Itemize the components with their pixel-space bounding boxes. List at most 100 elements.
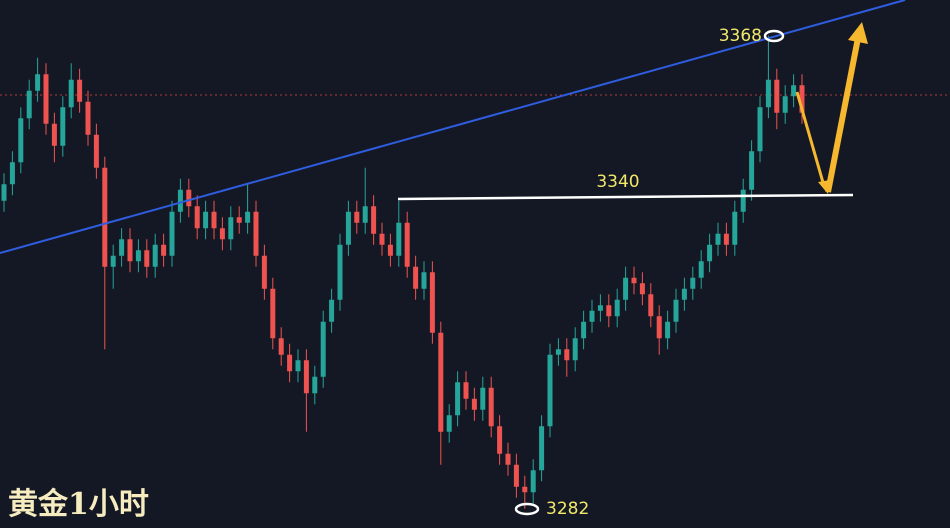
support-line — [397, 193, 854, 201]
candle-body — [749, 151, 755, 190]
forecast-arrows — [795, 22, 868, 194]
high-label: 3368 — [719, 26, 762, 46]
candle-body — [681, 288, 687, 300]
candle-body — [278, 338, 284, 355]
level-label: 3340 — [596, 172, 639, 192]
candle-body — [303, 360, 309, 394]
candle-body — [127, 239, 133, 262]
candle-body — [270, 288, 276, 339]
candle-body — [9, 162, 15, 185]
candle-body — [144, 250, 150, 267]
candle-body — [85, 101, 91, 135]
candle-body — [211, 211, 217, 229]
candle-body — [522, 486, 528, 493]
candle-body — [68, 79, 74, 108]
candle-body — [463, 382, 469, 399]
candle-body — [287, 354, 293, 372]
candle-body — [606, 305, 612, 317]
candle-body — [18, 118, 24, 163]
candle-body — [329, 299, 335, 322]
candle-body — [715, 233, 721, 245]
candle-body — [110, 255, 116, 267]
candle-body — [774, 79, 780, 113]
candle-body — [228, 217, 234, 240]
candle-body — [396, 222, 402, 256]
candle-body — [119, 239, 125, 256]
arrow-up — [825, 37, 861, 193]
candle-body — [723, 233, 729, 245]
candle-body — [169, 211, 175, 256]
candle-body — [564, 349, 570, 361]
candle-body — [572, 338, 578, 361]
candle-body — [623, 277, 629, 300]
candle-body — [421, 272, 427, 289]
candle-body — [656, 316, 662, 339]
candle-body — [690, 277, 696, 289]
candle-body — [438, 332, 444, 432]
candle-body — [429, 272, 435, 333]
candle-body — [177, 189, 183, 212]
candle-body — [337, 244, 343, 300]
candle-body — [194, 206, 200, 229]
candle-body — [471, 398, 477, 410]
candle-body — [43, 74, 49, 124]
candle-body — [1, 184, 7, 201]
candle-body — [186, 189, 192, 207]
low-label: 3282 — [546, 499, 589, 519]
candle-body — [236, 217, 242, 223]
candle-body — [35, 74, 41, 91]
candle-body — [497, 426, 503, 454]
candle-body — [597, 305, 603, 311]
candle-body — [547, 354, 553, 427]
candle-body — [77, 79, 83, 102]
candle-body — [413, 266, 419, 289]
candle-body — [446, 415, 452, 432]
candle-body — [261, 255, 267, 289]
candle-body — [51, 123, 57, 146]
candle-body — [614, 299, 620, 317]
candle-body — [245, 211, 251, 223]
candle-body — [93, 134, 99, 168]
candle-body — [539, 426, 545, 471]
candle-body — [455, 382, 461, 416]
candle-body — [698, 261, 704, 278]
chart-title: 黄金1小时 — [8, 487, 149, 522]
candle-body — [26, 90, 32, 119]
candle-body — [362, 206, 368, 223]
candle-body — [631, 277, 637, 284]
candle-body — [505, 453, 511, 465]
low-marker — [514, 502, 540, 516]
arrow-head — [848, 22, 868, 44]
candle-body — [648, 294, 654, 317]
candle-body — [513, 464, 519, 487]
candle-body — [488, 387, 494, 427]
candle-body — [371, 206, 377, 234]
candle-body — [581, 321, 587, 339]
candle-body — [589, 310, 595, 322]
arrow-down — [795, 91, 826, 187]
candle-body — [161, 244, 167, 256]
candle-body — [379, 233, 385, 245]
candle-body — [320, 321, 326, 377]
candle-body — [253, 211, 259, 256]
candle-body — [354, 211, 360, 223]
candle-body — [219, 228, 225, 240]
candle-body — [152, 244, 158, 267]
candle-body — [387, 244, 393, 256]
candle-body — [639, 283, 645, 295]
candle-body — [102, 167, 108, 267]
candle-body — [312, 376, 318, 394]
candle-body — [135, 250, 141, 262]
trend-line — [0, 0, 906, 254]
candle-body — [203, 211, 209, 229]
candle-body — [345, 211, 351, 245]
candle-body — [799, 85, 805, 113]
candle-body — [707, 244, 713, 262]
high-marker — [763, 29, 785, 43]
candles — [1, 35, 805, 509]
candle-body — [404, 222, 410, 267]
candle-body — [60, 107, 66, 146]
candle-body — [480, 387, 486, 410]
